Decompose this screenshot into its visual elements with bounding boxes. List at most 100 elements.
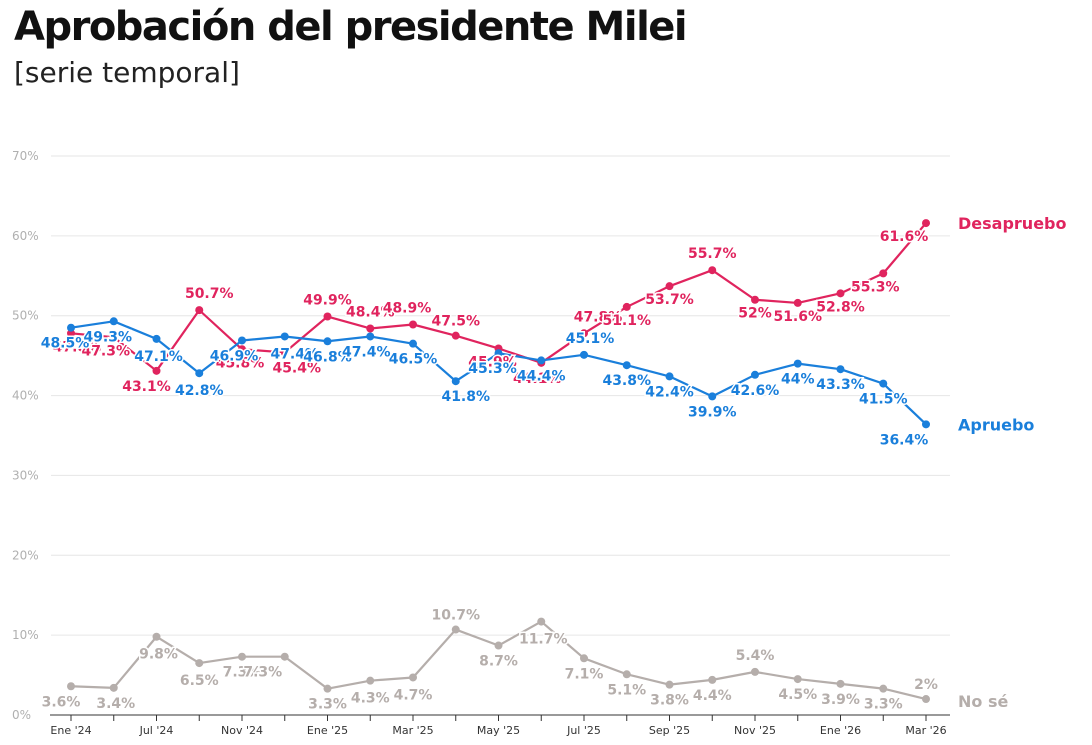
data-point-no-se — [922, 695, 930, 704]
data-label-apruebo: 46.9% — [210, 348, 259, 364]
data-label-desapruebo: 47.8% — [574, 309, 623, 325]
series-no-se — [67, 617, 930, 704]
data-point-apruebo — [409, 339, 417, 348]
data-point-desapruebo — [922, 219, 930, 228]
data-point-no-se — [708, 675, 717, 684]
data-point-apruebo — [622, 361, 631, 370]
data-label-apruebo: 47.1% — [134, 349, 183, 365]
data-label-desapruebo: 44.1% — [513, 371, 562, 387]
y-tick-label: 30% — [12, 468, 39, 482]
data-label-no-se: 2% — [914, 677, 938, 693]
data-point-desapruebo — [152, 366, 161, 375]
data-point-desapruebo — [323, 312, 332, 321]
data-label-no-se: 10.7% — [431, 608, 480, 624]
data-label-no-se: 4.3% — [351, 691, 390, 707]
x-tick-label: Ene '26 — [820, 724, 861, 737]
data-point-no-se — [152, 632, 161, 641]
data-label-no-se: 4.5% — [778, 687, 817, 703]
data-point-no-se — [580, 654, 588, 663]
data-label-apruebo: 44% — [781, 372, 815, 388]
data-point-no-se — [238, 652, 246, 661]
data-label-apruebo: 43.8% — [602, 373, 651, 389]
x-tick-label: Jul '24 — [139, 724, 174, 737]
data-point-no-se — [665, 680, 674, 689]
data-point-desapruebo — [751, 295, 759, 304]
series-label-apruebo: Apruebo — [958, 415, 1034, 434]
data-point-apruebo — [922, 420, 930, 429]
y-tick-label: 60% — [12, 229, 39, 243]
chart-subtitle: [serie temporal] — [14, 56, 240, 89]
data-point-apruebo — [537, 356, 546, 365]
data-label-desapruebo: 49.9% — [303, 293, 352, 309]
data-label-desapruebo: 55.7% — [688, 246, 737, 262]
data-point-no-se — [751, 667, 759, 676]
data-point-no-se — [793, 675, 802, 684]
data-label-apruebo: 39.9% — [688, 404, 737, 420]
data-point-desapruebo — [67, 329, 75, 338]
data-point-apruebo — [323, 337, 332, 346]
data-point-desapruebo — [366, 324, 375, 333]
data-label-apruebo: 49.3% — [83, 329, 132, 345]
data-point-desapruebo — [580, 329, 588, 338]
series-label-desapruebo: Desapruebo — [958, 214, 1066, 233]
data-label-desapruebo: 51.6% — [773, 309, 822, 325]
data-label-desapruebo: 45.4% — [272, 360, 321, 376]
data-label-apruebo: 47.4% — [342, 344, 391, 360]
y-tick-label: 50% — [12, 309, 39, 323]
data-label-desapruebo: 48.9% — [383, 300, 432, 316]
label-layer: 47.8%47.3%43.1%50.7%45.8% 45.4%49.9%48.4%… — [39, 214, 1066, 714]
data-label-apruebo: 45.3% — [468, 361, 517, 377]
data-point-desapruebo — [451, 331, 460, 340]
data-label-no-se: 3.3% — [308, 697, 347, 713]
data-label-apruebo: 46.5% — [389, 352, 438, 368]
data-point-no-se — [622, 670, 631, 679]
data-label-apruebo: 48.5% — [41, 336, 90, 352]
data-point-no-se — [366, 676, 375, 685]
y-tick-label: 70% — [12, 149, 39, 163]
data-point-apruebo — [665, 372, 674, 381]
data-label-apruebo: 44.4% — [517, 368, 566, 384]
series-apruebo — [67, 317, 930, 429]
data-label-desapruebo: 47.5% — [431, 314, 480, 330]
y-tick-label: 0% — [12, 708, 31, 722]
data-point-no-se — [494, 641, 503, 650]
x-tick-label: Ene '25 — [307, 724, 348, 737]
y-tick-label: 20% — [12, 548, 39, 562]
data-point-desapruebo — [409, 320, 417, 329]
data-label-no-se: 7.3% — [243, 665, 282, 681]
data-label-apruebo: 47.4% — [270, 346, 319, 362]
data-label-no-se: 3.8% — [650, 693, 689, 709]
data-label-apruebo: 36.4% — [880, 432, 929, 448]
data-label-apruebo: 43.3% — [816, 377, 865, 393]
data-point-no-se — [451, 625, 460, 634]
data-point-apruebo — [195, 369, 204, 378]
data-label-no-se: 3.3% — [864, 697, 903, 713]
data-label-desapruebo: 52% — [738, 306, 772, 322]
data-label-desapruebo: 52.8% — [816, 299, 865, 315]
data-label-apruebo: 41.5% — [859, 392, 908, 408]
data-label-desapruebo: 45.8% — [216, 355, 265, 371]
x-tick-label: Nov '24 — [221, 724, 263, 737]
data-point-desapruebo — [195, 306, 204, 315]
data-label-desapruebo: 61.6% — [880, 229, 929, 245]
data-point-apruebo — [238, 336, 246, 345]
grid-layer: 0% 10% 20% 30% 40% 50% 60% 70% Ene '24 Jul '24 Nov… — [12, 149, 950, 737]
data-point-apruebo — [708, 392, 717, 401]
data-point-desapruebo — [793, 298, 802, 307]
data-label-no-se: 5.1% — [607, 682, 646, 698]
data-point-apruebo — [451, 377, 460, 386]
data-point-desapruebo — [879, 269, 888, 278]
data-point-desapruebo — [665, 282, 674, 291]
data-label-apruebo: 46.8% — [303, 349, 352, 365]
data-label-desapruebo: 47.3% — [81, 343, 130, 359]
data-point-no-se — [195, 659, 204, 668]
data-label-desapruebo: 48.4% — [346, 304, 395, 320]
data-label-no-se: 4.4% — [693, 688, 732, 704]
y-tick-label: 40% — [12, 389, 39, 403]
data-label-no-se: 8.7% — [479, 654, 518, 670]
x-tick-label: Jul '25 — [566, 724, 601, 737]
data-label-desapruebo: 43.1% — [122, 379, 171, 395]
data-label-no-se: 11.7% — [519, 632, 568, 648]
data-point-no-se — [109, 683, 118, 692]
